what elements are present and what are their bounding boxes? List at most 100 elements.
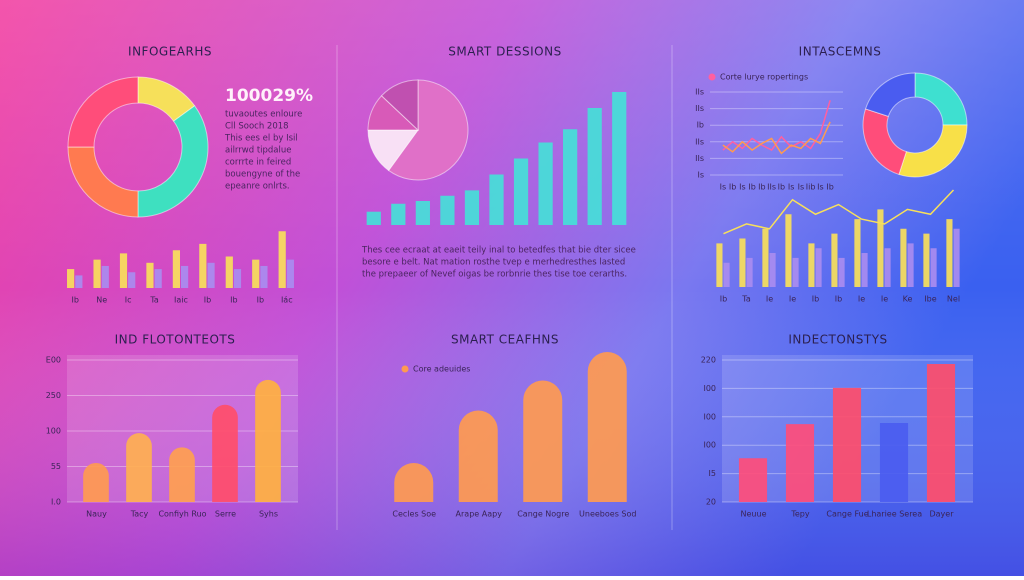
y-tick-label: E00 [46,356,61,365]
bar [877,209,884,287]
chart-title: SMART CEAFHNS [451,333,559,347]
chart-title: SMART DESSIONS [448,45,561,59]
bar [464,190,480,225]
bar [838,257,845,287]
bar [831,233,838,287]
y-tick-label: I5 [709,469,716,478]
bar [286,259,294,288]
x-tick-label: Ta [149,296,159,305]
x-tick-label: Iaic [174,296,188,305]
bar [212,404,238,502]
line [723,189,955,235]
x-tick-label: Ib [720,295,727,304]
x-tick-label: Uneeboes Sod [579,510,636,519]
x-tick-label: Arape Aapy [456,510,503,519]
legend-label: Corte lurye ropertings [720,73,808,82]
bar [440,195,455,225]
bar [93,259,101,288]
x-tick-label: Is [739,183,746,192]
slice [864,72,916,117]
bar [181,265,189,288]
bar [172,250,180,288]
x-tick-label: Is [798,183,805,192]
x-tick-label: Iib [806,183,816,192]
x-tick-label: Ic [125,296,132,305]
bar [252,259,260,288]
bar [83,462,109,502]
bar [126,433,152,502]
bar [128,272,136,288]
bar [394,463,434,502]
y-tick-label: 55 [51,462,61,471]
headline: 100029% [225,86,313,106]
bar [199,243,207,288]
note-line: besore e belt. Nat mation rosthe tvep e … [362,258,625,268]
note-line: Cll Sooch 2018 [225,122,289,132]
y-tick-label: I00 [703,441,716,450]
bar [391,203,406,225]
x-tick-label: Tacy [130,510,149,519]
x-tick-label: Nel [947,295,960,304]
x-tick-label: Ib [758,183,765,192]
bar [260,265,268,288]
x-tick-label: Confiyh Ruo [158,510,206,519]
bar [101,265,109,288]
bar [75,275,83,288]
bar [815,248,822,287]
bar [923,233,930,287]
bar [738,458,768,502]
x-tick-label: Ta [741,295,751,304]
x-tick-label: Neuue [741,510,767,519]
bar [884,248,891,287]
bar [769,253,776,287]
x-tick-label: Is [788,183,795,192]
bar [563,129,578,225]
legend-label: Core adeuides [413,365,470,374]
slice [898,124,968,178]
bar [930,248,937,287]
bar [907,243,914,287]
chart-title: INDECTONSTYS [788,333,887,347]
x-tick-label: Iác [281,296,293,305]
bar [792,257,799,287]
chart-title: IND FLOTONTEOTS [115,333,236,347]
bar [832,387,862,502]
x-tick-label: Ib [812,295,819,304]
x-tick-label: Is [817,183,824,192]
note-line: the prepaeer of Nevef oigas be rorbnrie … [362,270,627,280]
bar [900,228,907,287]
x-tick-label: Ib [748,183,755,192]
chart-title: INFOGEARHS [128,45,212,59]
y-tick-label: 250 [46,391,61,400]
bar [119,253,128,288]
bar [953,228,960,287]
x-tick-label: Ib [729,183,736,192]
slice [137,105,209,218]
slice [380,79,419,132]
bar [233,269,242,288]
y-tick-label: IIs [695,104,704,113]
x-tick-label: Lhariee Serea [867,510,922,519]
x-tick-label: Cecles Soe [392,510,436,519]
bar [169,447,195,502]
bar [458,410,498,502]
x-tick-label: Serre [215,510,236,519]
bar [716,243,723,287]
bar [587,107,602,225]
bar [278,231,286,288]
line [722,100,831,152]
bar [612,92,627,225]
y-tick-label: IIs [695,88,704,97]
bar [146,262,154,288]
x-tick-label: Tepy [790,510,810,519]
bar [538,142,553,225]
note-line: epeanre onlrts. [225,182,290,192]
slice [387,79,469,181]
y-tick-label: IIs [695,137,704,146]
bar [879,423,909,502]
x-tick-label: Ib [826,183,833,192]
bar [513,158,529,225]
bar [489,174,504,225]
y-tick-label: Ib [697,121,704,130]
